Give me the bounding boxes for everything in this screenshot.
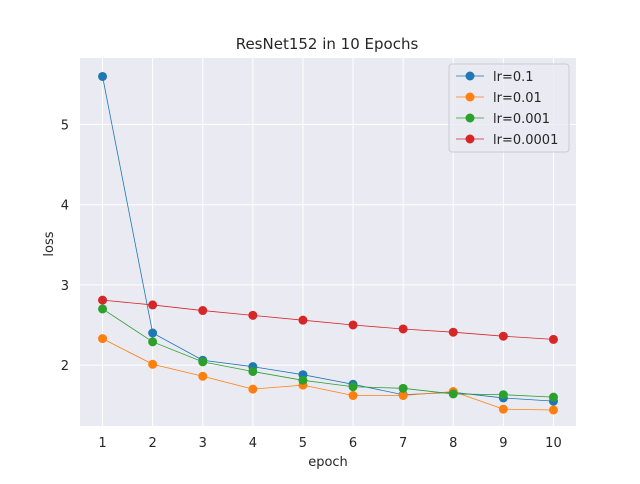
legend-label: lr=0.0001 [493,133,558,148]
x-tick-label: 6 [349,436,357,451]
data-point [348,320,358,330]
data-point [248,366,258,376]
legend-item: lr=0.1 [456,70,534,85]
data-point [548,334,558,344]
series-group [98,71,558,415]
data-point [498,404,508,414]
legend-box [448,63,570,153]
data-point [98,304,108,314]
data-point [98,71,108,81]
data-point [398,324,408,334]
x-tick-label: 2 [149,436,157,451]
data-point [148,300,158,310]
chart-title: ResNet152 in 10 Epochs [236,35,419,53]
legend-label: lr=0.01 [493,91,542,106]
data-point [298,375,308,385]
series-lr=0.001 [98,304,558,402]
legend-label: lr=0.001 [493,112,550,127]
data-point [448,327,458,337]
data-point [548,405,558,415]
series-line [102,76,554,402]
x-tick-label: 5 [299,436,307,451]
legend-marker [465,92,475,102]
data-point [248,384,258,394]
data-point [248,310,258,320]
y-axis-label: loss [42,231,57,256]
data-point [498,390,508,400]
y-tick-label: 5 [61,119,69,134]
y-tick-label: 4 [61,199,69,214]
x-tick-label: 3 [199,436,207,451]
legend-marker [465,134,475,144]
y-tick-label: 3 [61,279,69,294]
data-point [148,359,158,369]
legend-marker [465,71,475,81]
data-point [348,382,358,392]
x-tick-label: 4 [249,436,257,451]
x-tick-label: 1 [98,436,106,451]
data-point [148,328,158,338]
series-lr=0.01 [98,334,558,415]
data-point [448,389,458,399]
legend-marker [465,113,475,123]
x-tick-label: 9 [499,436,507,451]
legend-item: lr=0.01 [456,91,542,106]
legend-item: lr=0.0001 [456,133,558,148]
data-point [198,306,208,316]
data-point [198,357,208,367]
x-tick-label: 8 [449,436,457,451]
series-line [102,299,554,340]
data-point [548,392,558,402]
legend: lr=0.1 lr=0.01 lr=0.001 lr=0.0001 [448,63,570,153]
data-point [148,337,158,347]
legend-item: lr=0.001 [456,112,550,127]
y-tick-label: 2 [61,359,69,374]
series-line [102,338,554,411]
x-axis-ticks: 1 2 3 4 5 6 7 8 9 10 [98,436,561,451]
data-point [98,334,108,344]
data-point [198,371,208,381]
data-point [498,331,508,341]
x-tick-label: 10 [545,436,562,451]
y-axis-ticks: 2 3 4 5 [61,119,69,375]
data-point [348,391,358,401]
data-point [98,295,108,305]
grid-lines [80,58,576,426]
x-tick-label: 7 [399,436,407,451]
data-point [398,391,408,401]
data-point [398,383,408,393]
data-point [298,315,308,325]
series-line [102,308,554,398]
series-lr=0.0001 [98,295,558,344]
legend-label: lr=0.1 [493,70,534,85]
x-axis-label: epoch [308,455,348,470]
